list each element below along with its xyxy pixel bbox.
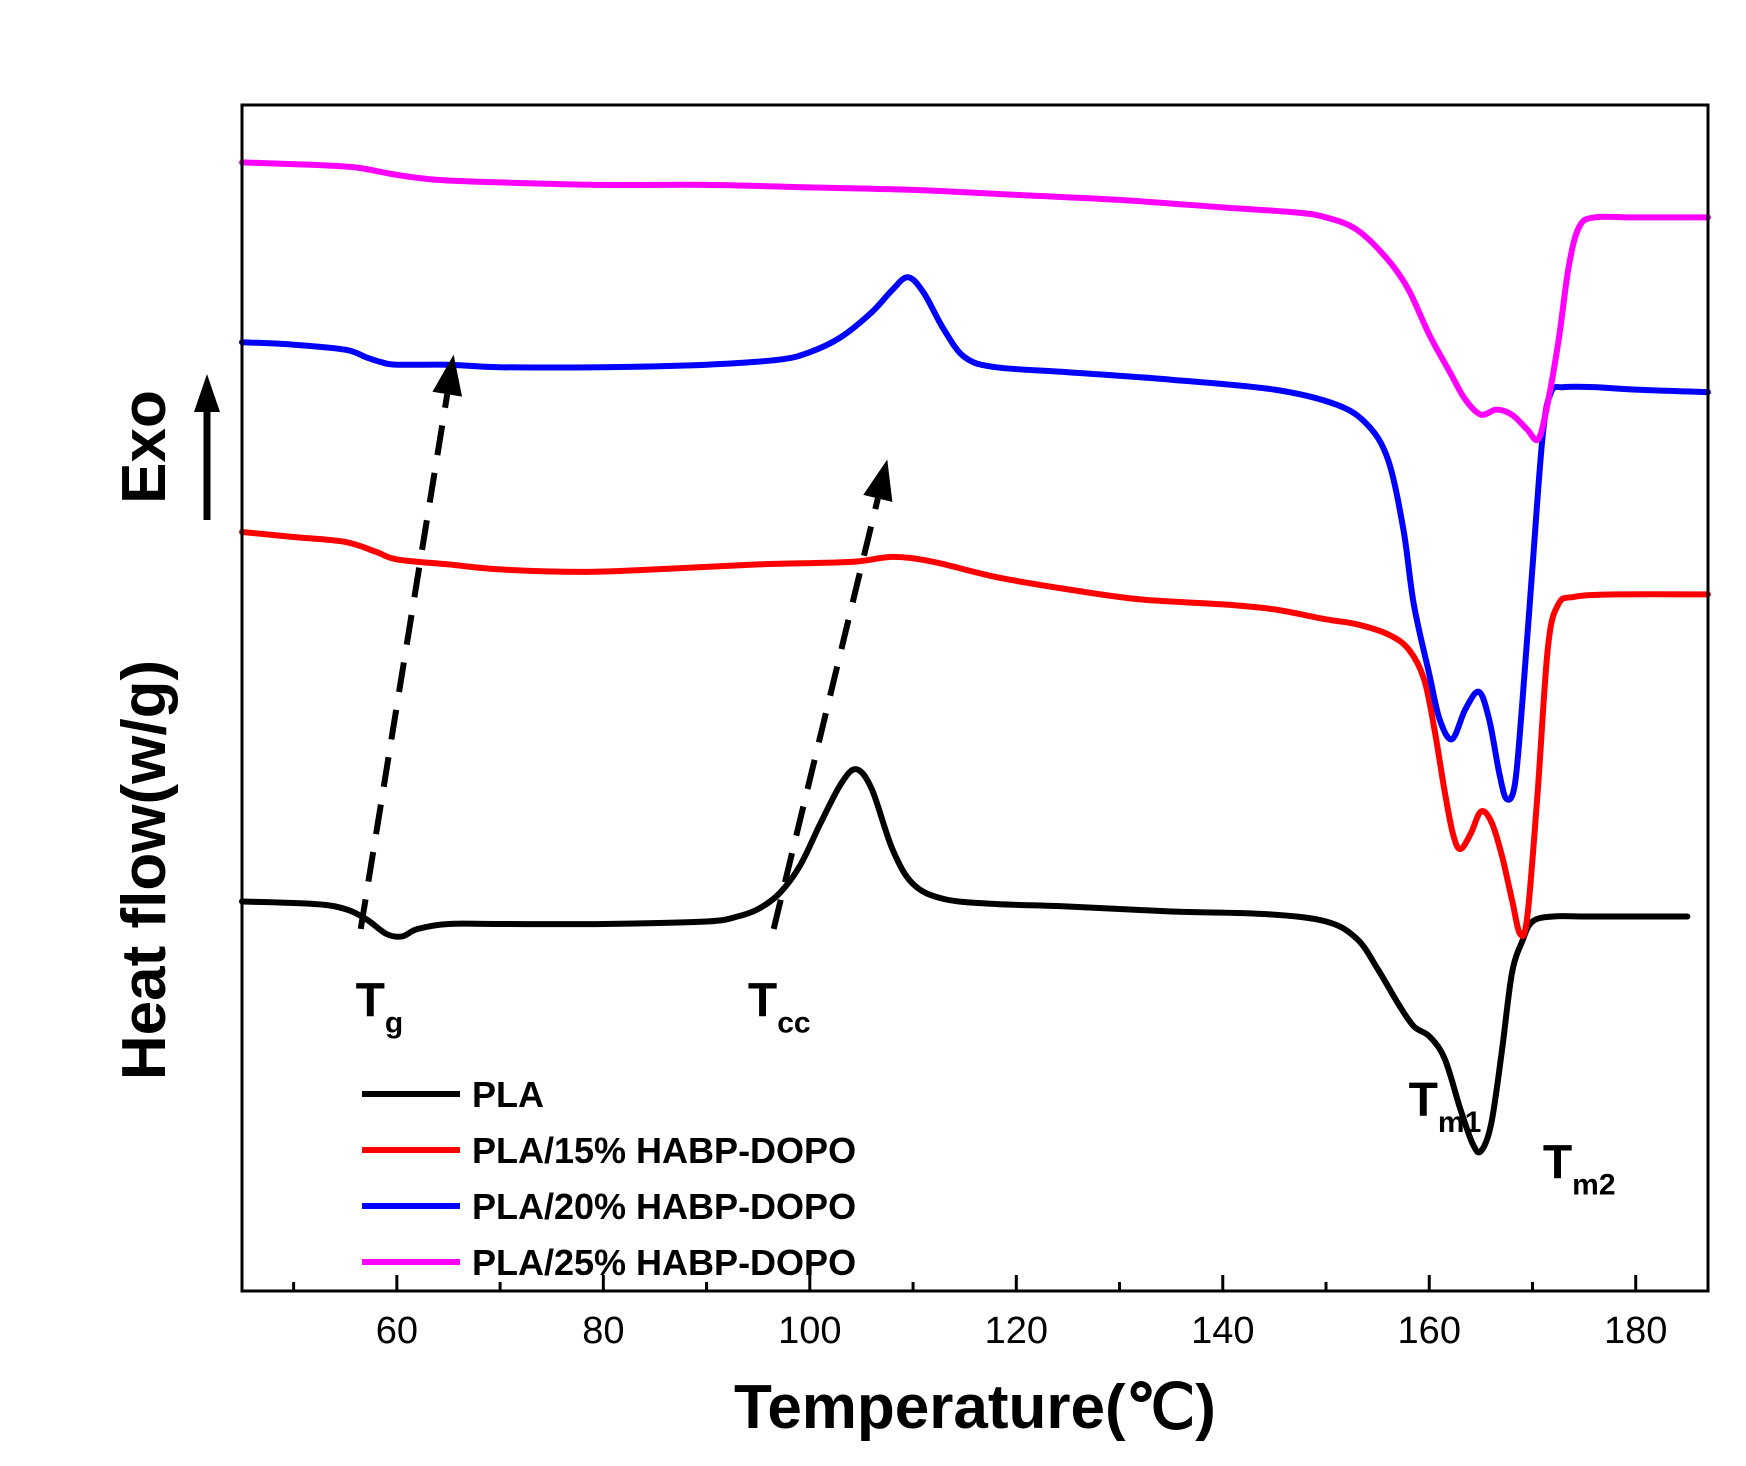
trend-arrows: [357, 354, 893, 930]
trend-arrow-head-1: [432, 354, 463, 397]
x-axis-title: Temperature(℃): [734, 1373, 1216, 1442]
annotations: Tg Tcc Tm1 Tm2: [356, 974, 1616, 1201]
annotation-tm2: Tm2: [1543, 1137, 1616, 1202]
x-tick-label: 180: [1604, 1310, 1667, 1352]
legend: PLA PLA/15% HABP-DOPO PLA/20% HABP-DOPO PLA…: [362, 1074, 856, 1283]
trend-arrow-line-1: [357, 393, 451, 930]
exo-label: Exo: [110, 390, 179, 504]
legend-label-2: PLA/15% HABP-DOPO: [472, 1130, 856, 1171]
series-line-4: [239, 159, 1711, 444]
legend-label-3: PLA/20% HABP-DOPO: [472, 1186, 856, 1227]
x-tick-label: 140: [1191, 1310, 1254, 1352]
trend-arrow-head-2: [863, 459, 893, 502]
annotation-tm1: Tm1: [1409, 1074, 1482, 1139]
series-line-3: [239, 274, 1711, 803]
x-tick-label: 160: [1398, 1310, 1461, 1352]
y-axis-title: Heat flow(w/g): [110, 660, 179, 1080]
exo-arrow: [194, 374, 220, 520]
x-tick-label: 60: [376, 1310, 418, 1352]
legend-label-1: PLA: [472, 1074, 544, 1115]
series-line-2: [239, 529, 1711, 939]
trend-arrow-line-2: [770, 497, 881, 930]
series-line-1: [239, 766, 1691, 1156]
annotation-tg: Tg: [356, 974, 404, 1039]
x-tick-label: 100: [778, 1310, 841, 1352]
x-tick-label: 120: [985, 1310, 1048, 1352]
series-lines: [239, 159, 1711, 1156]
annotation-tcc: Tcc: [748, 974, 811, 1039]
x-axis-ticks: 60 80 100 120 140 160 180: [292, 1275, 1667, 1352]
plot-frame: [240, 103, 1710, 1293]
x-tick-label: 80: [582, 1310, 624, 1352]
legend-label-4: PLA/25% HABP-DOPO: [472, 1242, 856, 1283]
